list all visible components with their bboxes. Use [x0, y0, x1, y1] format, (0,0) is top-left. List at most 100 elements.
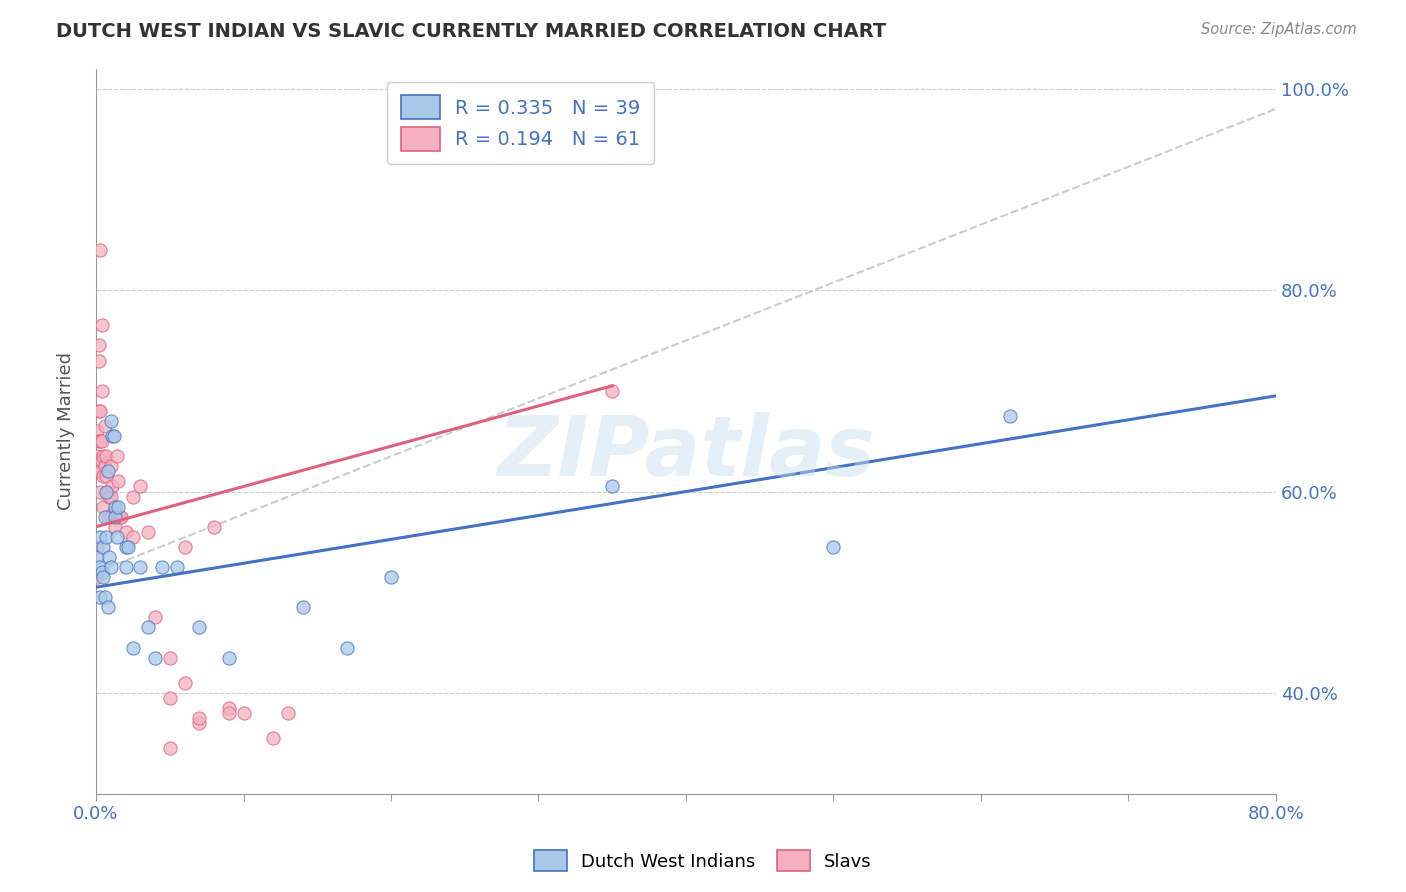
Point — [143, 610, 166, 624]
Point — [90, 454, 112, 468]
Point — [89, 484, 111, 499]
Point — [262, 731, 284, 746]
Point — [97, 464, 120, 478]
Point — [94, 591, 117, 605]
Point — [291, 600, 314, 615]
Legend: R = 0.335   N = 39, R = 0.194   N = 61: R = 0.335 N = 39, R = 0.194 N = 61 — [387, 82, 654, 164]
Point — [218, 701, 240, 715]
Point — [98, 490, 121, 504]
Point — [136, 524, 159, 539]
Point — [101, 429, 124, 443]
Point — [97, 484, 120, 499]
Point — [143, 650, 166, 665]
Point — [90, 434, 112, 449]
Point — [94, 459, 117, 474]
Point — [105, 530, 128, 544]
Point — [100, 509, 122, 524]
Point — [98, 549, 121, 564]
Point — [114, 540, 136, 554]
Point — [188, 620, 211, 634]
Point — [110, 509, 132, 524]
Text: Source: ZipAtlas.com: Source: ZipAtlas.com — [1201, 22, 1357, 37]
Point — [87, 459, 110, 474]
Point — [96, 484, 118, 499]
Point — [104, 500, 127, 514]
Point — [232, 706, 254, 720]
Y-axis label: Currently Married: Currently Married — [58, 352, 75, 510]
Point — [202, 520, 225, 534]
Point — [107, 500, 129, 514]
Point — [117, 540, 139, 554]
Point — [104, 520, 127, 534]
Point — [136, 620, 159, 634]
Point — [89, 591, 111, 605]
Point — [150, 560, 173, 574]
Point — [90, 565, 112, 579]
Point — [89, 464, 111, 478]
Point — [87, 404, 110, 418]
Point — [188, 716, 211, 731]
Point — [89, 530, 111, 544]
Point — [100, 459, 122, 474]
Point — [97, 600, 120, 615]
Point — [122, 490, 145, 504]
Point — [86, 459, 108, 474]
Point — [129, 560, 152, 574]
Point — [122, 530, 145, 544]
Point — [93, 469, 115, 483]
Point — [96, 469, 118, 483]
Point — [86, 540, 108, 554]
Point — [89, 454, 111, 468]
Point — [173, 540, 195, 554]
Point — [336, 640, 359, 655]
Point — [218, 650, 240, 665]
Point — [114, 560, 136, 574]
Point — [89, 243, 111, 257]
Point — [96, 530, 118, 544]
Point — [90, 318, 112, 333]
Point — [104, 509, 127, 524]
Point — [188, 711, 211, 725]
Point — [86, 570, 108, 584]
Point — [97, 509, 120, 524]
Point — [96, 450, 118, 464]
Point — [86, 549, 108, 564]
Point — [93, 570, 115, 584]
Point — [87, 353, 110, 368]
Point — [129, 479, 152, 493]
Point — [94, 509, 117, 524]
Point — [823, 540, 845, 554]
Point — [93, 500, 115, 514]
Point — [100, 560, 122, 574]
Point — [277, 706, 299, 720]
Point — [173, 676, 195, 690]
Point — [1000, 409, 1022, 423]
Point — [89, 404, 111, 418]
Point — [108, 509, 131, 524]
Point — [218, 706, 240, 720]
Legend: Dutch West Indians, Slavs: Dutch West Indians, Slavs — [527, 843, 879, 879]
Point — [100, 490, 122, 504]
Point — [380, 570, 402, 584]
Point — [166, 560, 188, 574]
Point — [600, 479, 623, 493]
Point — [87, 454, 110, 468]
Point — [87, 560, 110, 574]
Point — [105, 450, 128, 464]
Point — [103, 429, 125, 443]
Point — [89, 434, 111, 449]
Point — [600, 384, 623, 398]
Point — [86, 450, 108, 464]
Point — [159, 691, 181, 706]
Point — [100, 414, 122, 428]
Point — [122, 640, 145, 655]
Point — [87, 434, 110, 449]
Point — [86, 424, 108, 438]
Point — [87, 338, 110, 352]
Text: DUTCH WEST INDIAN VS SLAVIC CURRENTLY MARRIED CORRELATION CHART: DUTCH WEST INDIAN VS SLAVIC CURRENTLY MA… — [56, 22, 887, 41]
Point — [93, 450, 115, 464]
Point — [101, 479, 124, 493]
Point — [90, 384, 112, 398]
Point — [159, 741, 181, 756]
Text: ZIPatlas: ZIPatlas — [498, 412, 875, 493]
